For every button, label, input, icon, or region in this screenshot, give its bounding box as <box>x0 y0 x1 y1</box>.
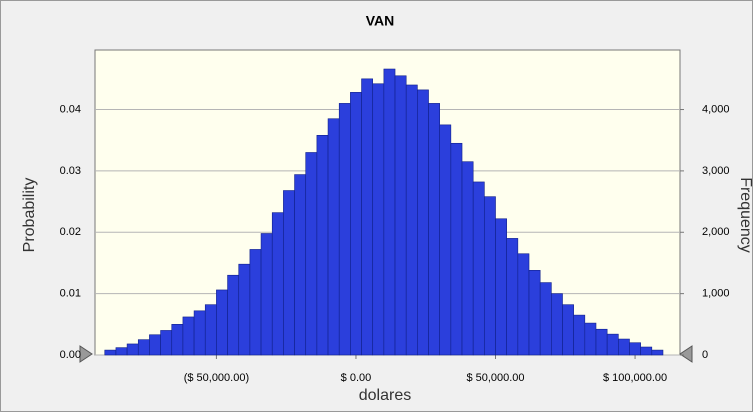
bar <box>126 343 139 356</box>
y-tick-label: 0.00 <box>60 349 81 361</box>
bar <box>472 181 485 356</box>
bar <box>562 304 574 356</box>
bar <box>294 174 307 356</box>
y-tick-label: 0.03 <box>60 165 81 177</box>
bar <box>372 83 385 356</box>
bar <box>573 314 586 356</box>
bar <box>640 346 653 356</box>
bar <box>551 293 563 356</box>
bar <box>584 322 597 356</box>
bar <box>249 249 262 356</box>
bar <box>629 342 641 356</box>
bar <box>316 135 329 356</box>
bar <box>305 152 318 356</box>
bar <box>383 68 396 356</box>
bar <box>171 324 184 356</box>
chart-title: VAN <box>366 13 395 29</box>
bar <box>539 282 552 356</box>
y2-tick-label: 0 <box>702 349 708 361</box>
bar <box>193 310 206 356</box>
x-tick-label: $ 0.00 <box>341 372 372 384</box>
x-tick-label: $ 50,000.00 <box>466 372 524 384</box>
bar <box>216 289 228 356</box>
bar <box>149 334 161 356</box>
y2-axis-label: Frequency <box>737 177 753 253</box>
bar <box>338 103 351 356</box>
y2-tick-label: 2,000 <box>702 226 730 238</box>
y-axis-label: Probability <box>21 178 38 253</box>
bar <box>405 84 418 356</box>
y2-tick-label: 4,000 <box>702 103 730 115</box>
right-slider <box>679 345 693 363</box>
y-tick-label: 0.02 <box>60 226 81 238</box>
bar <box>327 118 340 356</box>
bar <box>618 338 630 356</box>
bar <box>260 233 273 356</box>
y-tick-label: 0.04 <box>60 103 81 115</box>
bar <box>428 103 440 356</box>
bar <box>461 161 474 356</box>
bar <box>651 349 664 356</box>
bar <box>104 349 117 356</box>
bar <box>484 196 496 356</box>
x-tick-label: $ 100,000.00 <box>603 372 667 384</box>
bar <box>394 75 407 356</box>
bar <box>606 333 619 356</box>
bar <box>528 270 541 356</box>
bar <box>450 142 463 356</box>
bar <box>417 89 429 356</box>
bar <box>137 339 150 356</box>
y2-tick-label: 3,000 <box>702 165 730 177</box>
bar <box>595 328 608 356</box>
bar <box>204 304 217 356</box>
bar <box>283 190 295 356</box>
y2-tick-label: 1,000 <box>702 288 730 300</box>
bar <box>439 124 452 356</box>
x-tick-label: ($ 50,000.00) <box>184 372 249 384</box>
bar <box>271 212 284 356</box>
x-axis-label: dolares <box>359 387 411 404</box>
bar <box>350 92 362 356</box>
left-slider <box>79 345 93 363</box>
bar <box>115 347 128 356</box>
bar <box>506 238 519 356</box>
bar <box>238 263 251 356</box>
y-tick-label: 0.01 <box>60 288 81 300</box>
bar <box>517 253 530 356</box>
bar <box>160 330 173 356</box>
bar <box>182 316 195 356</box>
bar <box>227 274 240 356</box>
bar <box>495 218 507 356</box>
bar <box>361 78 374 356</box>
